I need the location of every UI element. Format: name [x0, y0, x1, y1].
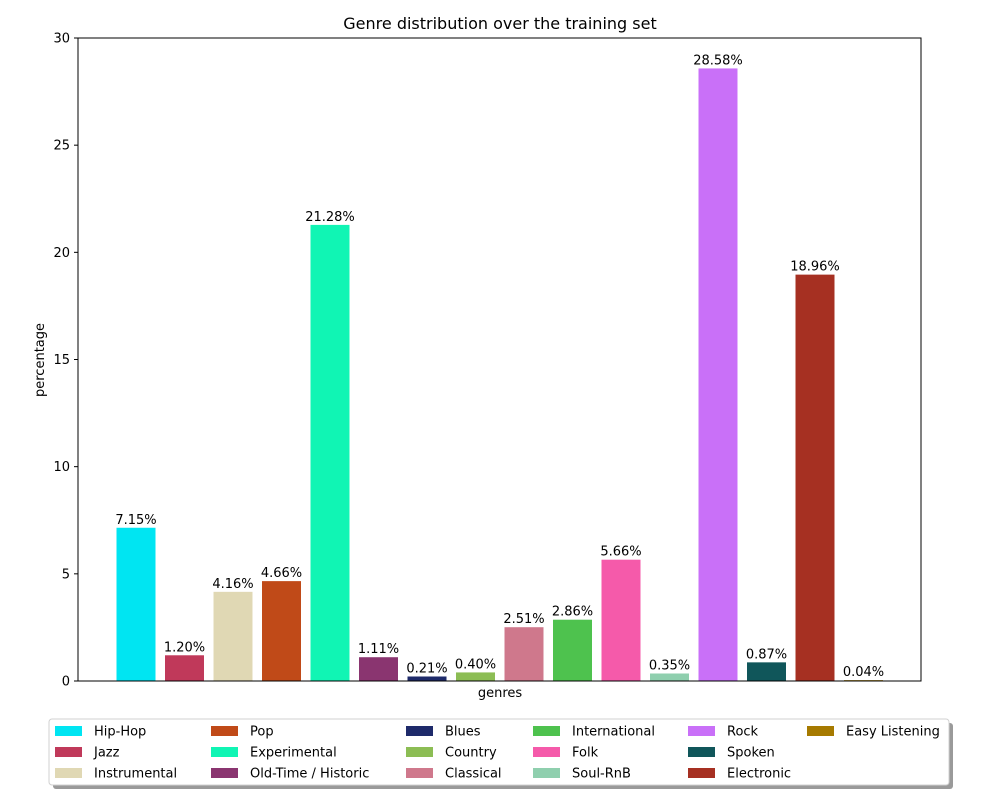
legend-label: Instrumental: [94, 767, 177, 782]
bar-value-label: 1.11%: [358, 642, 399, 657]
legend-swatch: [533, 768, 560, 778]
bar-value-label: 4.66%: [261, 566, 302, 581]
bar-value-label: 5.66%: [600, 545, 641, 560]
legend-label: Rock: [727, 725, 759, 740]
chart-title: Genre distribution over the training set: [343, 14, 656, 33]
legend-box: [48, 718, 950, 786]
y-tick-label: 5: [62, 567, 70, 582]
legend-swatch: [211, 747, 238, 757]
bar-classical: [504, 627, 544, 681]
legend-label: Hip-Hop: [94, 725, 146, 740]
bar-soul-rnb: [650, 673, 689, 681]
legend-label: Soul-RnB: [572, 767, 631, 782]
legend-swatch: [406, 768, 433, 778]
legend-label: Easy Listening: [846, 725, 940, 740]
legend-label: International: [572, 725, 655, 740]
bars-group: [116, 68, 883, 682]
bar-pop: [262, 581, 301, 681]
legend-label: Old-Time / Historic: [250, 767, 369, 782]
legend-swatch: [533, 726, 560, 736]
legend-swatch: [211, 726, 238, 736]
bar-experimental: [310, 224, 350, 681]
bar-blues: [407, 676, 447, 681]
bar-value-label: 0.21%: [406, 661, 447, 676]
legend-swatch: [688, 747, 715, 757]
bar-rock: [698, 68, 738, 682]
legend-swatch: [55, 726, 82, 736]
legend-swatch: [55, 747, 82, 757]
bar-instrumental: [213, 591, 253, 681]
legend-label: Spoken: [727, 746, 775, 761]
y-tick-label: 20: [53, 246, 70, 261]
legend-label: Blues: [445, 725, 481, 740]
bar-value-label: 0.40%: [455, 657, 496, 672]
legend-label: Experimental: [250, 746, 337, 761]
bar-international: [553, 619, 592, 681]
bar-spoken: [747, 662, 786, 681]
bar-value-label: 0.04%: [843, 665, 884, 680]
y-tick-label: 25: [53, 139, 70, 154]
bar-country: [456, 672, 495, 681]
bar-hip-hop: [116, 527, 156, 681]
legend-swatch: [211, 768, 238, 778]
y-tick-label: 0: [62, 675, 70, 690]
bar-old-time-historic: [359, 657, 398, 681]
plot-frame: [77, 37, 922, 682]
legend-items: Hip-Hop Jazz Instrumental Pop Experimental Ol…: [55, 725, 940, 782]
bar-value-label: 21.28%: [305, 210, 355, 225]
legend-label: Folk: [572, 746, 599, 761]
bar-value-label: 2.86%: [552, 605, 593, 620]
legend-label: Country: [445, 746, 497, 761]
bar-value-label: 1.20%: [164, 640, 205, 655]
bar-folk: [601, 559, 641, 681]
legend-swatch: [533, 747, 560, 757]
y-tick-label: 10: [53, 460, 70, 475]
y-axis-ticks: 0 5 10 15 20 25 30: [53, 32, 78, 690]
bar-value-label: 4.16%: [212, 577, 253, 592]
legend-swatch: [688, 768, 715, 778]
bar-jazz: [165, 655, 204, 681]
legend-swatch: [406, 747, 433, 757]
legend-label: Electronic: [727, 767, 791, 782]
y-axis-label: percentage: [33, 323, 48, 397]
bar-value-label: 0.35%: [649, 658, 690, 673]
legend-swatch: [807, 726, 834, 736]
bar-electronic: [795, 274, 835, 681]
bar-value-label: 18.96%: [790, 260, 840, 275]
bar-value-label: 7.15%: [115, 513, 156, 528]
legend-label: Pop: [250, 725, 274, 740]
legend-swatch: [55, 768, 82, 778]
bar-value-label: 0.87%: [746, 647, 787, 662]
y-tick-label: 15: [53, 353, 70, 368]
legend-label: Classical: [445, 767, 502, 782]
legend-swatch: [406, 726, 433, 736]
legend-swatch: [688, 726, 715, 736]
y-tick-label: 30: [53, 32, 70, 47]
bar-value-label: 28.58%: [693, 53, 743, 68]
x-axis-label: genres: [478, 686, 523, 701]
legend: Hip-Hop Jazz Instrumental Pop Experimental Ol…: [48, 718, 953, 789]
bar-labels-group: 7.15% 1.20% 4.16% 4.66% 21.28% 1.11% 0.21% 0.40…: [115, 53, 884, 680]
legend-label: Jazz: [93, 746, 120, 761]
bar-value-label: 2.51%: [503, 612, 544, 627]
